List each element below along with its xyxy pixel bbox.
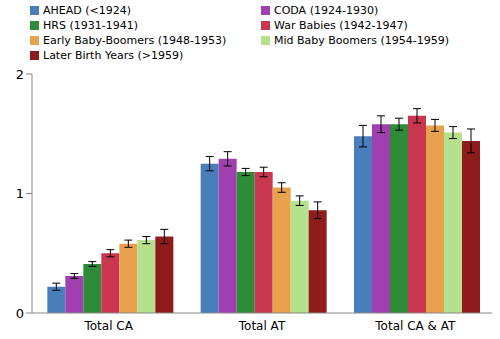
html-text:HRS (1931-1941): HRS (1931-1941)	[43, 19, 138, 32]
html-text:CODA (1924-1930): CODA (1924-1930)	[274, 4, 379, 17]
html-text:AHEAD (<1924): AHEAD (<1924)	[43, 4, 131, 17]
svg-text:Total CA & AT: Total CA & AT	[374, 319, 456, 333]
html-text:Early Baby-Boomers (1948-1953): Early Baby-Boomers (1948-1953)	[43, 34, 227, 47]
svg-text:Total CA: Total CA	[83, 319, 133, 333]
html-text:Mid Baby Boomers (1954-1959): Mid Baby Boomers (1954-1959)	[274, 34, 450, 47]
svg-text:1: 1	[16, 186, 24, 201]
svg-text:2: 2	[16, 67, 24, 82]
html-text:War Babies (1942-1947): War Babies (1942-1947)	[274, 19, 408, 32]
html-text:Later Birth Years (>1959): Later Birth Years (>1959)	[43, 49, 184, 62]
svg-text:0: 0	[16, 306, 24, 321]
svg-text:Total AT: Total AT	[238, 319, 286, 333]
